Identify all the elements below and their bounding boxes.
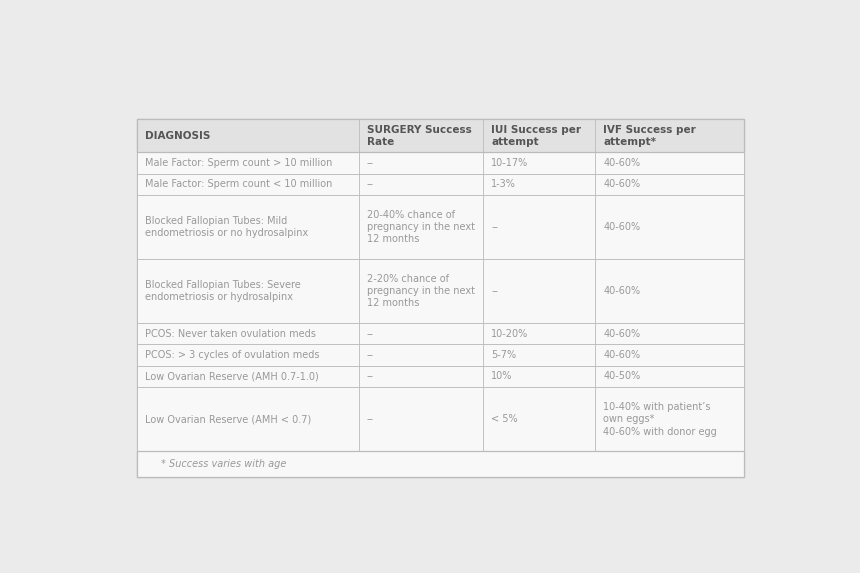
Text: 2-20% chance of
pregnancy in the next
12 months: 2-20% chance of pregnancy in the next 12… bbox=[367, 274, 475, 308]
Text: 10-17%: 10-17% bbox=[491, 158, 528, 168]
Text: Low Ovarian Reserve (AMH 0.7-1.0): Low Ovarian Reserve (AMH 0.7-1.0) bbox=[145, 371, 319, 382]
Bar bbox=[138, 323, 744, 344]
Bar bbox=[138, 387, 744, 451]
Bar bbox=[138, 195, 744, 259]
Text: 10%: 10% bbox=[491, 371, 513, 382]
Text: --: -- bbox=[367, 350, 374, 360]
Text: Low Ovarian Reserve (AMH < 0.7): Low Ovarian Reserve (AMH < 0.7) bbox=[145, 414, 311, 424]
Bar bbox=[138, 259, 744, 323]
Text: 5-7%: 5-7% bbox=[491, 350, 516, 360]
Text: PCOS: Never taken ovulation meds: PCOS: Never taken ovulation meds bbox=[145, 329, 316, 339]
Text: --: -- bbox=[491, 222, 498, 232]
Bar bbox=[138, 120, 744, 477]
Text: --: -- bbox=[491, 286, 498, 296]
Text: 40-60%: 40-60% bbox=[604, 350, 641, 360]
Bar bbox=[138, 174, 744, 195]
Text: Blocked Fallopian Tubes: Mild
endometriosis or no hydrosalpinx: Blocked Fallopian Tubes: Mild endometrio… bbox=[145, 216, 309, 238]
Text: 40-60%: 40-60% bbox=[604, 222, 641, 232]
Text: 10-40% with patient’s
own eggs*
40-60% with donor egg: 10-40% with patient’s own eggs* 40-60% w… bbox=[604, 402, 717, 437]
Text: SURGERY Success
Rate: SURGERY Success Rate bbox=[367, 125, 471, 147]
Text: Male Factor: Sperm count < 10 million: Male Factor: Sperm count < 10 million bbox=[145, 179, 333, 190]
Text: Blocked Fallopian Tubes: Severe
endometriosis or hydrosalpinx: Blocked Fallopian Tubes: Severe endometr… bbox=[145, 280, 301, 303]
Text: 40-60%: 40-60% bbox=[604, 179, 641, 190]
Bar bbox=[138, 366, 744, 387]
Text: 20-40% chance of
pregnancy in the next
12 months: 20-40% chance of pregnancy in the next 1… bbox=[367, 210, 475, 245]
Text: IVF Success per
attempt*: IVF Success per attempt* bbox=[604, 125, 696, 147]
Text: 40-60%: 40-60% bbox=[604, 329, 641, 339]
Bar bbox=[138, 120, 744, 152]
Text: --: -- bbox=[367, 371, 374, 382]
Bar bbox=[138, 344, 744, 366]
Text: --: -- bbox=[367, 414, 374, 424]
Text: Male Factor: Sperm count > 10 million: Male Factor: Sperm count > 10 million bbox=[145, 158, 333, 168]
Text: DIAGNOSIS: DIAGNOSIS bbox=[145, 131, 211, 141]
Text: * Success varies with age: * Success varies with age bbox=[161, 459, 286, 469]
Text: 40-60%: 40-60% bbox=[604, 286, 641, 296]
Text: 40-60%: 40-60% bbox=[604, 158, 641, 168]
Text: < 5%: < 5% bbox=[491, 414, 518, 424]
Text: --: -- bbox=[367, 158, 374, 168]
Text: --: -- bbox=[367, 329, 374, 339]
Text: IUI Success per
attempt: IUI Success per attempt bbox=[491, 125, 581, 147]
Text: --: -- bbox=[367, 179, 374, 190]
Text: 40-50%: 40-50% bbox=[604, 371, 641, 382]
Bar bbox=[138, 152, 744, 174]
Text: 10-20%: 10-20% bbox=[491, 329, 528, 339]
Bar bbox=[138, 451, 744, 477]
Text: PCOS: > 3 cycles of ovulation meds: PCOS: > 3 cycles of ovulation meds bbox=[145, 350, 320, 360]
Text: 1-3%: 1-3% bbox=[491, 179, 516, 190]
